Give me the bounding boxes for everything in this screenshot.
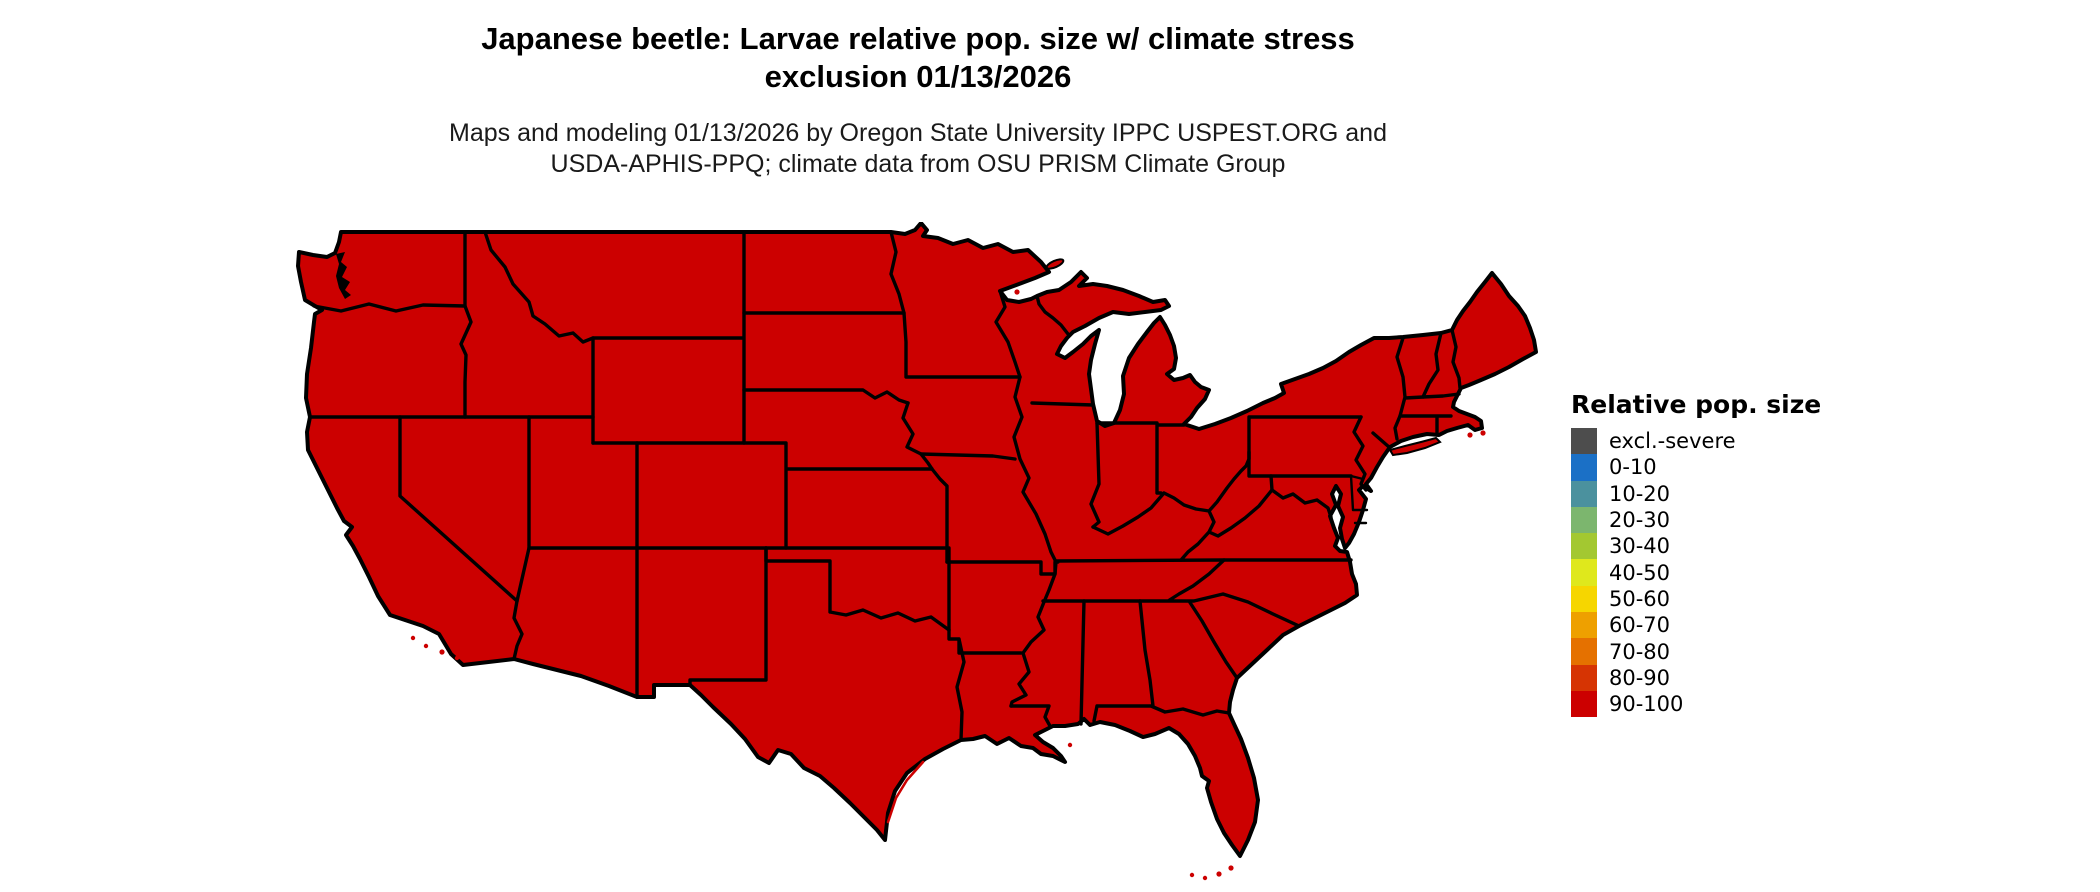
legend-swatch — [1571, 428, 1597, 455]
title-line-2: exclusion 01/13/2026 — [764, 59, 1072, 94]
legend-item: 30-40 — [1571, 533, 1821, 560]
legend-item: 40-50 — [1571, 559, 1821, 586]
legend-label: 0-10 — [1609, 455, 1657, 480]
title-line-1: Japanese beetle: Larvae relative pop. si… — [481, 21, 1355, 56]
conus-outline — [296, 222, 1538, 858]
islands — [342, 243, 1486, 881]
legend-swatch — [1571, 506, 1597, 534]
legend-title: Relative pop. size — [1571, 390, 1822, 419]
legend-swatch — [1571, 480, 1597, 507]
legend-label: 50-60 — [1609, 586, 1671, 611]
long-island — [1388, 436, 1442, 457]
subtitle-line-2: USDA-APHIS-PPQ; climate data from OSU PR… — [550, 150, 1286, 178]
legend-item: 80-90 — [1571, 664, 1821, 691]
legend-swatch — [1571, 690, 1597, 718]
legend-label: 70-80 — [1609, 639, 1671, 664]
legend-label: excl.-severe — [1609, 429, 1736, 454]
legend-item: 20-30 — [1571, 506, 1821, 534]
subtitle-line-1: Maps and modeling 01/13/2026 by Oregon S… — [449, 119, 1387, 147]
legend-label: 10-20 — [1609, 481, 1671, 506]
legend-item: 0-10 — [1571, 454, 1821, 481]
conus-map-svg — [296, 222, 1538, 881]
legend-item: 10-20 — [1571, 480, 1821, 507]
legend-item: 70-80 — [1571, 638, 1821, 665]
legend: Relative pop. size excl.-severe 0-10 10-20… — [1571, 390, 1822, 718]
legend-label: 60-70 — [1609, 613, 1671, 638]
legend-swatch — [1571, 638, 1597, 665]
legend-item: excl.-severe — [1571, 428, 1821, 455]
legend-item: 60-70 — [1571, 612, 1821, 639]
state-borders — [308, 230, 1462, 742]
legend-swatch — [1571, 533, 1597, 560]
us-choropleth-map — [293, 222, 1543, 882]
legend-label: 90-100 — [1609, 692, 1684, 717]
subtitle: Maps and modeling 01/13/2026 by Oregon S… — [293, 118, 1543, 180]
legend-swatch — [1571, 559, 1597, 586]
page-title: Japanese beetle: Larvae relative pop. si… — [293, 20, 1543, 96]
legend-label: 80-90 — [1609, 665, 1671, 690]
legend-label: 40-50 — [1609, 560, 1671, 585]
puget-sound — [336, 252, 351, 299]
legend-swatch — [1571, 454, 1597, 481]
legend-swatch — [1571, 664, 1597, 691]
legend-item: 50-60 — [1571, 585, 1821, 613]
legend-swatch — [1571, 612, 1597, 639]
legend-label: 30-40 — [1609, 534, 1671, 559]
legend-items: excl.-severe 0-10 10-20 20-30 30-40 40-50 50-6… — [1571, 428, 1821, 718]
legend-item: 90-100 — [1571, 690, 1821, 718]
legend-swatch — [1571, 585, 1597, 613]
legend-label: 20-30 — [1609, 508, 1671, 533]
